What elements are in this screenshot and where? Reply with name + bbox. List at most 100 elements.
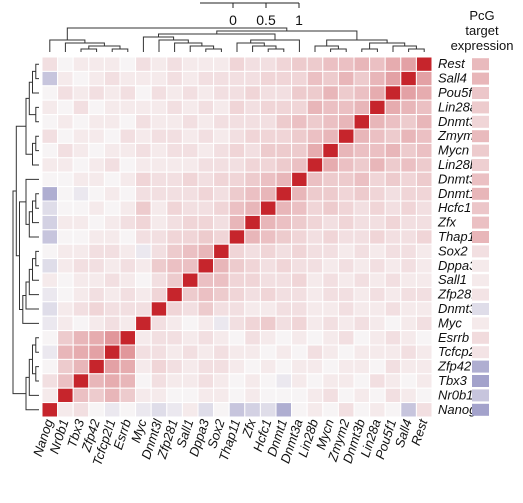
- cell-rest-sall1: [181, 56, 199, 72]
- cell-zfp42-myc: [135, 358, 152, 375]
- cell-zfp281-sox2: [213, 286, 230, 303]
- cell-dnmt3b-pou5f1: [384, 114, 402, 130]
- cell-lin28a-zfp42: [88, 99, 105, 116]
- cell-hcfc1-dppa3: [197, 200, 215, 216]
- cell-dnmt3l-zmym2: [337, 301, 355, 317]
- cell-dnmt3l-zfx: [244, 301, 261, 317]
- cell-zfx-dnmt3a: [291, 214, 308, 231]
- cell-tcfcp2l1-myc: [135, 344, 152, 360]
- cell-thap11-nr0b1: [57, 229, 74, 245]
- cell-dnmt1-hcfc1: [259, 186, 277, 202]
- cell-nanog-dnmt1: [275, 402, 293, 418]
- cell-zfp42-hcfc1: [259, 358, 277, 375]
- column-dendrogram-branch: [369, 42, 406, 49]
- cell-lin28a-dppa3: [197, 99, 215, 116]
- cell-sall4-mycn: [322, 70, 339, 87]
- cell-lin28a-thap11: [228, 99, 246, 116]
- cell-zfp281-esrrb: [119, 286, 137, 303]
- cell-zfp281-lin28a: [369, 286, 386, 303]
- cell-dppa3-dnmt3l: [150, 258, 168, 274]
- cell-dppa3-zfp281: [166, 258, 183, 274]
- cell-myc-dnmt1: [275, 315, 293, 332]
- cell-sall4-dnmt3b: [353, 70, 371, 87]
- row-label-zfp42: Zfp42: [437, 359, 472, 374]
- cell-zfp42-thap11: [228, 358, 246, 375]
- row-label-dnmt3l: Dnmt3l: [438, 301, 480, 316]
- cell-dnmt3a-lin28a: [369, 171, 386, 188]
- cell-dnmt3l-dnmt3l: [150, 301, 168, 317]
- cell-dnmt3l-sall4: [400, 301, 417, 317]
- cell-rest-nanog: [41, 56, 59, 72]
- column-dendrogram-branch: [158, 39, 189, 52]
- cell-zfp281-hcfc1: [259, 286, 277, 303]
- cell-mycn-lin28a: [369, 142, 386, 159]
- cell-esrrb-esrrb: [119, 330, 137, 346]
- cell-dnmt3a-sox2: [213, 171, 230, 188]
- cell-pou5f1-mycn: [322, 85, 339, 101]
- cell-sox2-dnmt3a: [291, 243, 308, 260]
- pcg-annotation-sall1: [472, 274, 489, 287]
- column-dendrogram-branch: [392, 45, 417, 52]
- cell-hcfc1-zfx: [244, 200, 261, 216]
- cell-dppa3-mycn: [322, 258, 339, 274]
- cell-esrrb-lin28b: [306, 330, 324, 346]
- cell-lin28b-rest: [415, 157, 433, 173]
- cell-hcfc1-pou5f1: [384, 200, 402, 216]
- cell-pou5f1-dnmt1: [275, 85, 293, 101]
- cell-dnmt3b-thap11: [228, 114, 246, 130]
- cell-esrrb-dppa3: [197, 330, 215, 346]
- cell-lin28b-zfp281: [166, 157, 183, 173]
- cell-lin28a-lin28a: [369, 99, 386, 116]
- cell-nr0b1-lin28a: [369, 387, 386, 404]
- cell-lin28a-sall4: [400, 99, 417, 116]
- cell-rest-dnmt3a: [291, 56, 308, 72]
- row-label-rest: Rest: [438, 56, 466, 71]
- pcg-annotation-thap11: [472, 231, 489, 243]
- cell-dnmt3l-dnmt3b: [353, 301, 371, 317]
- cell-dnmt3l-mycn: [322, 301, 339, 317]
- cell-lin28b-sall1: [181, 157, 199, 173]
- cell-zfp42-dnmt3l: [150, 358, 168, 375]
- cell-myc-esrrb: [119, 315, 137, 332]
- cell-dnmt1-dnmt1: [275, 186, 293, 202]
- cell-nanog-mycn: [322, 402, 339, 418]
- col-label-myc: Myc: [128, 417, 150, 445]
- cell-zmym2-dnmt1: [275, 128, 293, 144]
- cell-thap11-zfp42: [88, 229, 105, 245]
- cell-tcfcp2l1-lin28a: [369, 344, 386, 360]
- cell-esrrb-thap11: [228, 330, 246, 346]
- cell-dnmt3b-lin28b: [306, 114, 324, 130]
- cell-nanog-zfx: [244, 402, 261, 418]
- cell-hcfc1-sox2: [213, 200, 230, 216]
- cell-tbx3-zfp42: [88, 373, 105, 389]
- cell-zfx-sall1: [181, 214, 199, 231]
- cell-nanog-sall1: [181, 402, 199, 418]
- cell-mycn-tbx3: [72, 142, 90, 159]
- column-dendrogram-branch: [408, 48, 425, 52]
- cell-tbx3-thap11: [228, 373, 246, 389]
- cell-tbx3-rest: [415, 373, 433, 389]
- row-dendrogram-branch: [32, 200, 39, 224]
- pcg-annotation-nanog: [472, 403, 489, 416]
- cell-lin28b-sall4: [400, 157, 417, 173]
- cell-dnmt1-rest: [415, 186, 433, 202]
- cell-myc-zfp281: [166, 315, 183, 332]
- col-label-rest: Rest: [408, 416, 431, 447]
- cell-sox2-sall1: [181, 243, 199, 260]
- cell-zfp281-sall1: [181, 286, 199, 303]
- cell-zfx-dnmt1: [275, 214, 293, 231]
- column-dendrogram-branch: [88, 45, 121, 49]
- cell-dnmt3l-sox2: [213, 301, 230, 317]
- cell-dnmt3a-sall1: [181, 171, 199, 188]
- cell-dnmt3a-dnmt1: [275, 171, 293, 188]
- cell-thap11-myc: [135, 229, 152, 245]
- cell-pou5f1-dnmt3b: [353, 85, 371, 101]
- cell-sall1-hcfc1: [259, 272, 277, 288]
- cell-tcfcp2l1-tbx3: [72, 344, 90, 360]
- cell-sall1-dnmt3a: [291, 272, 308, 288]
- legend-tick-0-5: 0.5: [256, 12, 276, 28]
- cell-rest-hcfc1: [259, 56, 277, 72]
- cell-nanog-hcfc1: [259, 402, 277, 418]
- cell-dnmt1-dnmt3a: [291, 186, 308, 202]
- column-dendrogram-branch: [250, 39, 300, 52]
